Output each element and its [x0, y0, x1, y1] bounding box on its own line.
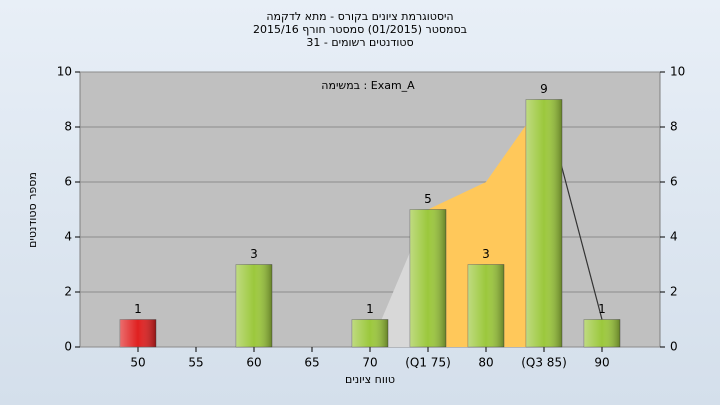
data-label: 5 — [424, 192, 432, 206]
data-label: 3 — [250, 247, 258, 261]
bar-shade — [526, 99, 562, 347]
plot-area — [79, 71, 661, 348]
y-axis-label: מספר סטודנטים — [26, 172, 39, 248]
x-tick-label: 70 — [362, 356, 377, 370]
x-tick-label: 80 — [478, 356, 493, 370]
bar-shade — [352, 319, 388, 347]
y2-tick-label: 8 — [670, 120, 678, 134]
data-label: 3 — [482, 247, 490, 261]
x-tick-label: 50 — [130, 356, 145, 370]
bar-shade — [120, 319, 156, 347]
data-label: 9 — [540, 82, 548, 96]
y2-tick-label: 6 — [670, 175, 678, 189]
data-label: 1 — [366, 302, 374, 316]
x-tick-label: (Q1 75) — [405, 356, 451, 370]
y2-tick-label: 4 — [670, 230, 678, 244]
y2-tick-label: 10 — [670, 65, 685, 79]
annotation: במשימה : Exam_A — [321, 79, 415, 92]
overlay-area — [428, 99, 544, 347]
x-axis-label: טווח ציונים — [345, 373, 395, 386]
bar-shade — [236, 264, 272, 347]
y2-tick-label: 0 — [670, 340, 678, 354]
bar-shade — [410, 209, 446, 347]
x-tick-label: (Q3 85) — [521, 356, 567, 370]
chart-title: היסטוגרמת ציונים בקורס - מתא לדקמה — [266, 10, 453, 23]
y-tick-label: 10 — [57, 65, 72, 79]
y-tick-label: 0 — [64, 340, 72, 354]
x-tick-label: 55 — [188, 356, 203, 370]
chart-subtitle: 31 - סטודנטים רשומים — [306, 36, 413, 49]
x-tick-label: 90 — [594, 356, 609, 370]
y-tick-label: 6 — [64, 175, 72, 189]
x-tick-label: 60 — [246, 356, 261, 370]
y2-tick-label: 2 — [670, 285, 678, 299]
x-tick-label: 65 — [304, 356, 319, 370]
y-tick-label: 8 — [64, 120, 72, 134]
chart-subtitle: בסמסטר (01/2015) סמסטר חורף 2015/16 — [253, 23, 467, 36]
data-label: 1 — [134, 302, 142, 316]
data-label: 1 — [598, 302, 606, 316]
y-tick-label: 2 — [64, 285, 72, 299]
bar-shade — [468, 264, 504, 347]
bar-shade — [584, 319, 620, 347]
y-tick-label: 4 — [64, 230, 72, 244]
